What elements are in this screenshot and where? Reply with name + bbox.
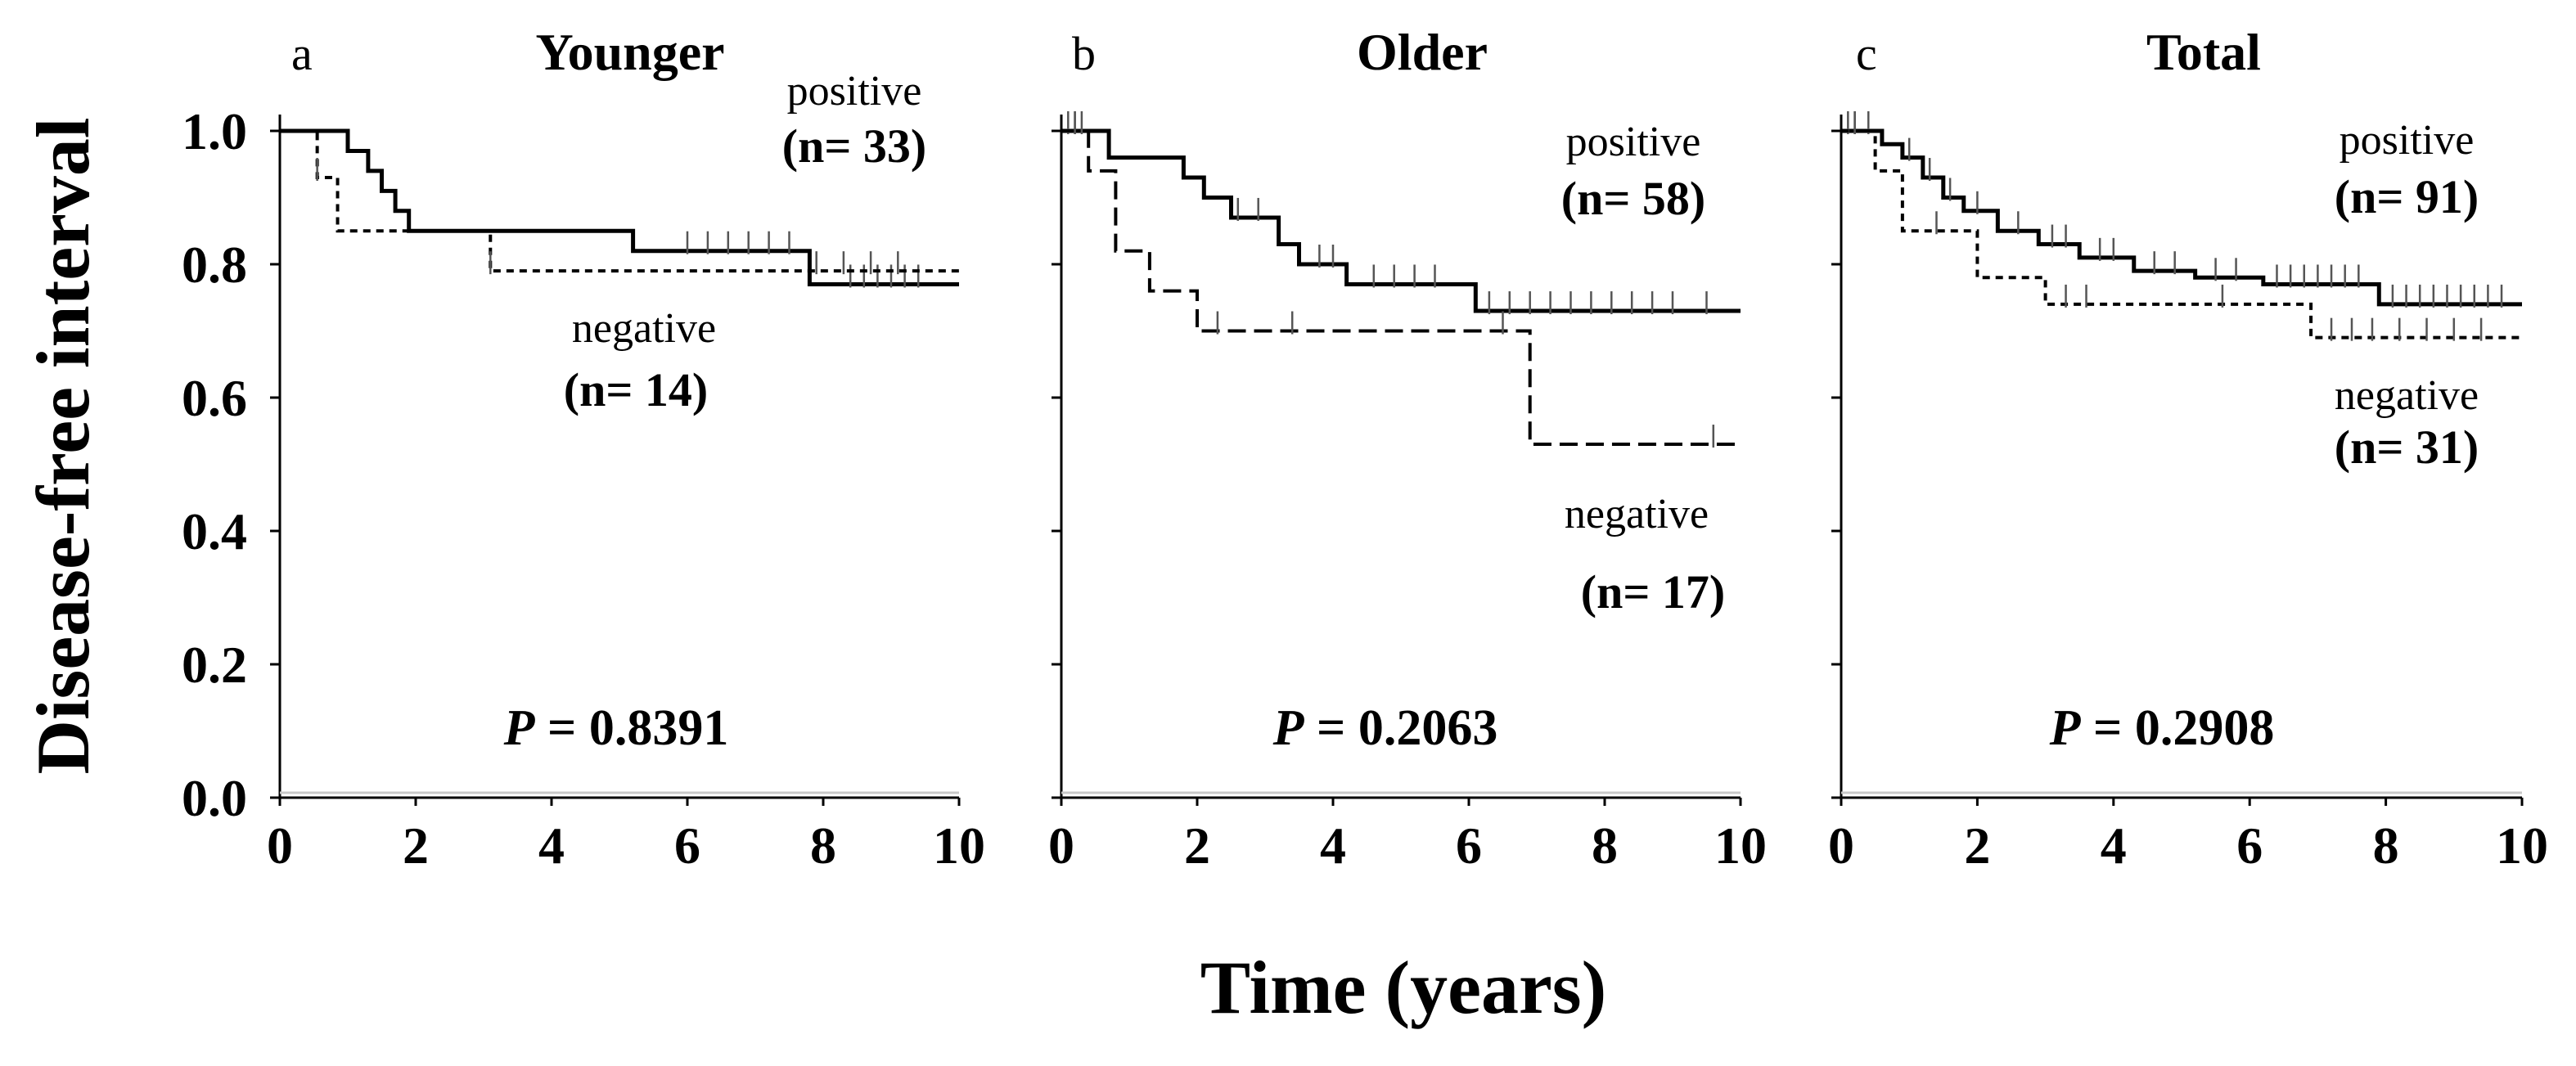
x-tick-label: 6: [674, 816, 700, 875]
x-tick-label: 4: [538, 816, 565, 875]
panel-letter: b: [1072, 27, 1096, 80]
panel-letter: c: [1856, 27, 1877, 80]
x-tick-label: 6: [1456, 816, 1482, 875]
p-value: P = 0.8391: [503, 700, 729, 756]
group-n-positive: (n= 58): [1561, 172, 1705, 225]
group-label-positive: positive: [2340, 117, 2475, 164]
group-n-positive: (n= 33): [782, 119, 926, 173]
p-number: = 0.8391: [535, 700, 729, 756]
group-label-positive: positive: [787, 68, 922, 115]
panel-c: 0 2 4 6 8 10 c Total positive (n= 91) negative(n= …: [1828, 23, 2548, 875]
x-tick-label: 8: [1592, 816, 1618, 875]
p-value: P = 0.2063: [1272, 700, 1498, 756]
y-tick-label: 1.0: [182, 102, 247, 160]
km-curve-positive: [280, 128, 959, 286]
x-tick-label: 2: [403, 816, 429, 875]
group-n-negative: (n= 17): [1581, 565, 1725, 618]
group-label-negative: negative: [2335, 372, 2479, 419]
panel-title: Total: [2146, 23, 2261, 81]
x-tick-label: 0: [1828, 816, 1854, 875]
km-curve-negative: [1061, 129, 1741, 447]
x-tick-label: 10: [933, 816, 985, 875]
panel-letter: a: [291, 27, 313, 80]
x-tick-label: 2: [1184, 816, 1210, 875]
p-symbol: P: [1272, 700, 1305, 756]
x-tick-label: 8: [810, 816, 836, 875]
x-tick-label: 2: [1964, 816, 1990, 875]
panels: 0 2 4 6 8 10 0.0 0.2 0.4 0.6 0.8 1.0 a Younger positiv…: [182, 23, 2548, 875]
group-n-negative: (n= 14): [564, 363, 708, 416]
y-tick-label: 0.8: [182, 236, 247, 294]
p-number: = 0.2063: [1304, 700, 1498, 756]
group-label-positive: positive: [1566, 119, 1701, 165]
group-label-negative: negative: [1565, 491, 1709, 537]
p-number: = 0.2908: [2081, 700, 2275, 756]
x-axis-label: Time (years): [1200, 946, 1606, 1029]
km-curve-negative: [1841, 129, 2522, 340]
x-tick-label: 10: [1714, 816, 1767, 875]
x-tick-label: 0: [1048, 816, 1074, 875]
panel-title: Older: [1357, 23, 1488, 81]
p-value: P = 0.2908: [2049, 700, 2275, 756]
km-curve-positive: [1061, 128, 1741, 313]
panel-a: 0 2 4 6 8 10 0.0 0.2 0.4 0.6 0.8 1.0 a Younger positiv…: [182, 23, 985, 875]
y-tick-label: 0.2: [182, 636, 247, 694]
x-tick-label: 4: [1320, 816, 1346, 875]
y-axis-label: Disease-free interval: [21, 118, 105, 775]
p-symbol: P: [2049, 700, 2082, 756]
panel-title: Younger: [535, 23, 724, 81]
x-tick-label: 4: [2101, 816, 2127, 875]
x-tick-label: 6: [2236, 816, 2263, 875]
group-n-negative: (n= 31): [2335, 421, 2479, 474]
y-tick-label: 0.4: [182, 502, 247, 560]
x-tick-label: 10: [2496, 816, 2548, 875]
group-n-positive: (n= 91): [2335, 170, 2479, 223]
x-tick-label: 0: [267, 816, 293, 875]
x-tick-label: 8: [2373, 816, 2399, 875]
panel-b: 0 2 4 6 8 10 b Older positive (n= 58) negative (n= …: [1048, 23, 1767, 875]
group-label-negative: negative: [572, 305, 716, 352]
y-tick-label: 0.0: [182, 769, 247, 827]
p-symbol: P: [503, 700, 536, 756]
y-tick-label: 0.6: [182, 369, 247, 427]
